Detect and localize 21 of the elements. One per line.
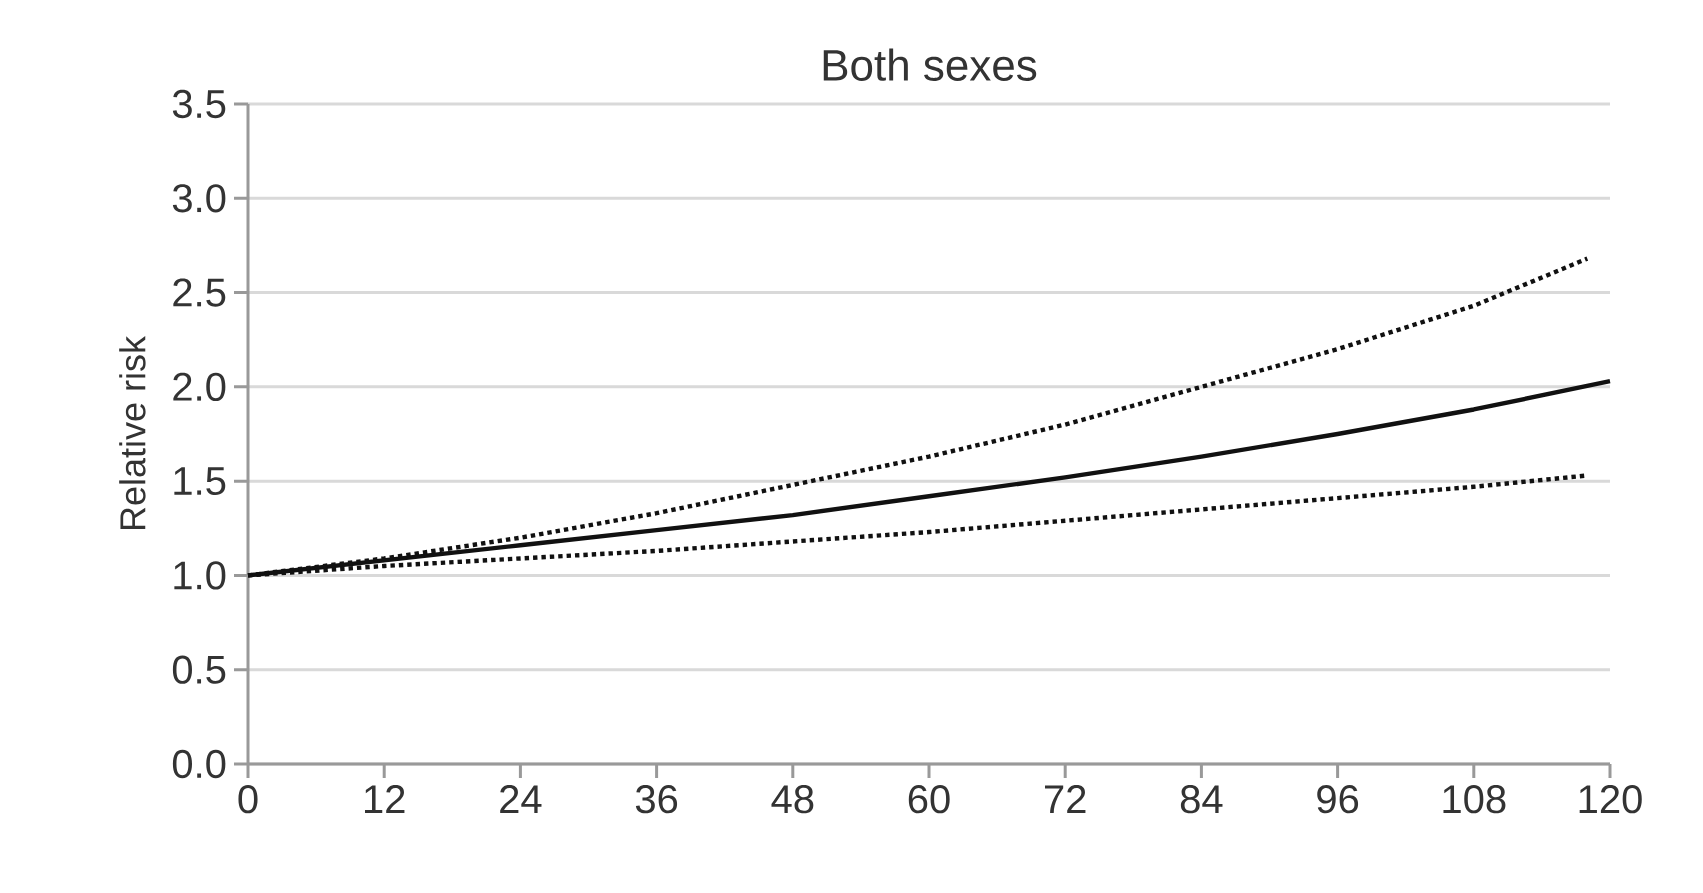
- y-tick-label: 0.5: [172, 655, 226, 684]
- y-tick-label: 0.0: [172, 749, 226, 779]
- x-tick-label: 120: [1579, 785, 1642, 814]
- y-tick-label: 2.5: [173, 278, 226, 307]
- y-tick-label: 2.0: [173, 372, 226, 401]
- x-tick-label: 12: [365, 785, 405, 813]
- y-tick-label: 3.0: [172, 184, 226, 213]
- x-tick-label: 24: [500, 785, 542, 813]
- x-tick-label: 60: [908, 785, 950, 814]
- x-tick-label: 72: [1045, 785, 1086, 813]
- x-tick-label: 0: [238, 785, 258, 814]
- y-axis-title: Relative risk: [119, 335, 146, 530]
- x-tick-label: 48: [771, 785, 814, 814]
- y-tick-label: 1.5: [174, 467, 226, 496]
- x-tick-label: 96: [1317, 785, 1359, 814]
- y-tick-label: 3.5: [172, 89, 226, 119]
- x-tick-label: 36: [635, 785, 678, 814]
- x-tick-label: 108: [1443, 785, 1506, 814]
- x-tick-label: 84: [1180, 785, 1223, 814]
- y-tick-label: 1.0: [174, 561, 226, 590]
- chart-title: Both sexes: [823, 48, 1037, 81]
